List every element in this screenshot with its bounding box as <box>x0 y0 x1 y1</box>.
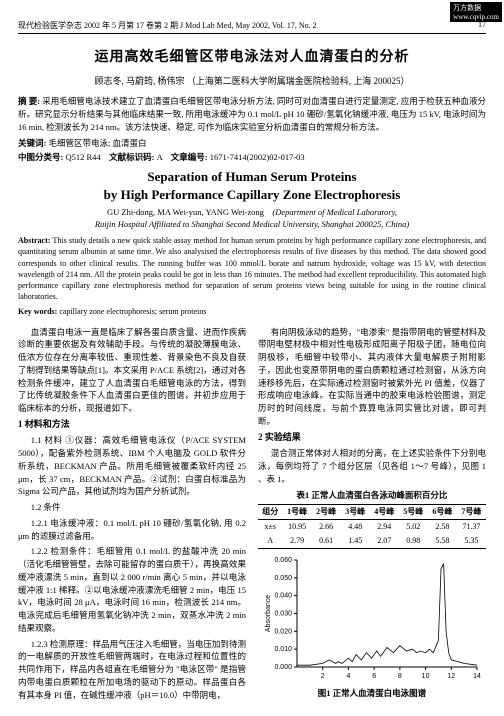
table-header-cell: 1号峰 <box>283 505 312 520</box>
table-cell: 5.58 <box>428 534 457 549</box>
body-columns: 血清蛋白电泳一直是临床了解各蛋白质含量、进而作疾病诊断的重要依据及有效辅助手段。… <box>18 326 486 705</box>
corner-url: www.cqvip.com <box>453 13 499 21</box>
left-1-2-2: 1.2.2 检测条件：毛细管用 0.1 mol/L 的盐酸冲洗 20 min（活… <box>18 545 246 634</box>
right-column: 有向阴极泳动的趋势，"电渗束" 是指带阴电的管壁材料及带阴电壁材极中相对性电极形… <box>258 326 486 705</box>
svg-text:0.000: 0.000 <box>274 664 292 671</box>
svg-text:10: 10 <box>422 673 430 680</box>
clc-label: 中图分类号: <box>18 152 63 162</box>
article-id: 1671-7414(2002)02-017-03 <box>210 152 305 162</box>
corner-text: 万方数据 <box>453 4 481 12</box>
table-1: 组分1号峰2号峰3号峰4号峰5号峰6号峰7号峰 x±s10.952.664.48… <box>258 504 486 549</box>
doc-code: A <box>157 152 163 162</box>
section-2-head: 2 实验结果 <box>258 431 486 445</box>
figure-1-caption: 图1 正常人血清蛋白电泳图谱 <box>258 687 486 700</box>
table-header-cell: 5号峰 <box>399 505 428 520</box>
corner-tag: 万方数据 www.cqvip.com <box>450 2 502 22</box>
table-header-cell: 2号峰 <box>312 505 341 520</box>
table-cell: 2.07 <box>370 534 399 549</box>
table-cell: 4.48 <box>341 520 370 535</box>
clc: Q512 R44 <box>65 152 100 162</box>
table-header-cell: 4号峰 <box>370 505 399 520</box>
table-cell: 2.58 <box>428 520 457 535</box>
left-1-2-1: 1.2.1 电泳缓冲液：0.1 mol/L pH 10 硼砂/氢氧化钠, 用 0… <box>18 517 246 543</box>
table-cell: 10.95 <box>283 520 312 535</box>
figure-1-chart: 0.000 0.010 0.020 0.030 0.040 0.050 0.060 2 4 6 8 1… <box>258 555 486 685</box>
svg-text:8: 8 <box>398 673 402 680</box>
right-p2-1: 混合测正常体对人相对的分离，在上述实验条件下分别电泳，每例均符了 7 个组分区层… <box>258 447 486 485</box>
header-left: 现代检验医学杂志 2002 年 5 月第 17 卷第 2 期 J Mod Lab… <box>18 20 317 31</box>
table-header-cell: 组分 <box>258 505 283 520</box>
svg-text:0.040: 0.040 <box>274 593 292 600</box>
table-cell: A <box>258 534 283 549</box>
running-header: 现代检验医学杂志 2002 年 5 月第 17 卷第 2 期 J Mod Lab… <box>18 20 486 34</box>
left-p1: 血清蛋白电泳一直是临床了解各蛋白质含量、进而作疾病诊断的重要依据及有效辅助手段。… <box>18 326 246 415</box>
right-p1: 有向阴极泳动的趋势，"电渗束" 是指带阴电的管壁材料及带阴电壁材极中相对性电极形… <box>258 326 486 428</box>
doc-code-label: 文献标识码: <box>109 152 154 162</box>
svg-text:0.060: 0.060 <box>274 557 292 564</box>
left-column: 血清蛋白电泳一直是临床了解各蛋白质含量、进而作疾病诊断的重要依据及有效辅助手段。… <box>18 326 246 705</box>
authors-chinese: 顾志冬, 马蔚筠, 杨伟宗 （上海第二医科大学附属瑞金医院检验科, 上海 200… <box>18 74 486 87</box>
abstract-en-label: Abstract: <box>18 236 50 245</box>
abstract-english: Abstract: This study details a new quick… <box>18 235 486 302</box>
table-1-caption: 表1 正常人血清蛋白各泳动峰面积百分比 <box>258 489 486 502</box>
classification-line: 中图分类号: Q512 R44 文献标识码: A 文章编号: 1671-7414… <box>18 151 486 163</box>
article-id-label: 文章编号: <box>171 152 208 162</box>
table-cell: 2.66 <box>312 520 341 535</box>
svg-text:Absorbance: Absorbance <box>265 595 272 632</box>
svg-text:12: 12 <box>447 673 455 680</box>
svg-text:0.020: 0.020 <box>274 628 292 635</box>
table-cell: 71.37 <box>457 520 486 535</box>
left-1-2: 1.2 条件 <box>18 501 246 514</box>
keywords-english: Key words: capillary zone electrophoresi… <box>18 306 486 317</box>
title-english-2: by High Performance Capillary Zone Elect… <box>18 187 486 203</box>
keywords-chinese: 关键词: 毛细管区带电泳; 血清蛋白 <box>18 137 486 149</box>
table-cell: 5.02 <box>399 520 428 535</box>
keywords-en-text: capillary zone electrophoresis; serum pr… <box>59 307 206 316</box>
authors-english: GU Zhi-dong, MA Wei-yun, YANG Wei-zong (… <box>18 207 486 217</box>
table-header-cell: 3号峰 <box>341 505 370 520</box>
abstract-cn-label: 摘 要: <box>18 96 40 106</box>
affil-english-2: Ruijin Hospital Affiliated to Shanghai S… <box>18 219 486 229</box>
authors-en-text: GU Zhi-dong, MA Wei-yun, YANG Wei-zong <box>107 207 264 217</box>
table-cell: 1.45 <box>341 534 370 549</box>
abstract-en-text: This study details a new quick stable as… <box>18 236 486 301</box>
section-1-head: 1 材料和方法 <box>18 418 246 432</box>
table-cell: x±s <box>258 520 283 535</box>
table-cell: 2.94 <box>370 520 399 535</box>
svg-text:6: 6 <box>372 673 376 680</box>
keywords-cn-text: 毛细管区带电泳; 血清蛋白 <box>48 138 146 148</box>
svg-text:0.050: 0.050 <box>274 575 292 582</box>
left-1-2-3: 1.2.3 检测原理：样品用气压注入毛细管，当电压加到待测的一电解质的开放性毛细… <box>18 638 246 702</box>
title-english-1: Separation of Human Serum Proteins <box>18 169 486 185</box>
table-cell: 0.98 <box>399 534 428 549</box>
keywords-cn-label: 关键词: <box>18 138 46 148</box>
table-header-cell: 6号峰 <box>428 505 457 520</box>
svg-text:0.030: 0.030 <box>274 611 292 618</box>
abstract-chinese: 摘 要: 采用毛细管电泳技术建立了血清蛋白毛细管区带电泳分析方法, 同时可对血清… <box>18 95 486 133</box>
svg-text:2: 2 <box>321 673 325 680</box>
affil-en-1: (Department of Medical Laboratory, <box>272 207 397 217</box>
svg-text:4: 4 <box>346 673 350 680</box>
svg-text:0.010: 0.010 <box>274 646 292 653</box>
table-header-cell: 7号峰 <box>457 505 486 520</box>
svg-text:14: 14 <box>473 673 481 680</box>
table-cell: 2.79 <box>283 534 312 549</box>
table-cell: 5.35 <box>457 534 486 549</box>
table-cell: 0.61 <box>312 534 341 549</box>
left-1-1: 1.1 材料 ①仪器：高效毛细管电泳仪（P/ACE SYSTEM 5000），配… <box>18 434 246 498</box>
keywords-en-label: Key words: <box>18 307 57 316</box>
title-chinese: 运用高效毛细管区带电泳法对人血清蛋白的分析 <box>18 46 486 66</box>
abstract-cn-text: 采用毛细管电泳技术建立了血清蛋白毛细管区带电泳分析方法, 同时可对血清蛋白进行定… <box>18 96 486 132</box>
